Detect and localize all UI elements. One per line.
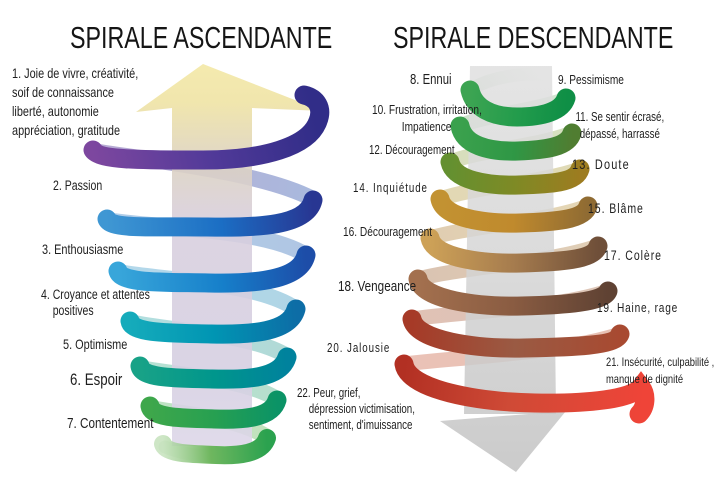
- label-doute: 13. Doute: [572, 156, 630, 172]
- label-inquietude: 14. Inquiétude: [353, 181, 428, 195]
- descending-spiral-front-coils: [394, 80, 655, 424]
- ascending-title: SPIRALE ASCENDANTE: [70, 20, 333, 55]
- label-insecurite: 21. Insécurité, culpabilité , manque de …: [606, 355, 715, 386]
- label-espoir: 6. Espoir: [70, 370, 123, 389]
- label-peur-grief: 22. Peur, grief, dépression victimisatio…: [297, 386, 415, 432]
- label-contentement: 7. Contentement: [67, 415, 154, 432]
- label-blame: 15. Blâme: [588, 201, 644, 216]
- label-colere: 17. Colère: [604, 248, 662, 263]
- label-frustration: 10. Frustration, irritation, Impatience: [372, 102, 482, 134]
- label-pessimisme: 9. Pessimisme: [558, 72, 624, 87]
- label-decouragement-16: 16. Découragement: [343, 224, 433, 239]
- label-haine-rage: 19. Haine, rage: [597, 300, 679, 315]
- label-jalousie: 20. Jalousie: [327, 341, 391, 355]
- label-decouragement-12: 12. Découragement: [369, 143, 455, 157]
- label-enthousiasme: 3. Enthousiasme: [42, 241, 124, 257]
- label-vengeance: 18. Vengeance: [338, 278, 417, 295]
- label-passion: 2. Passion: [53, 178, 103, 193]
- ascending-spiral-front-coils: [83, 85, 330, 465]
- descending-title: SPIRALE DESCENDANTE: [393, 20, 674, 55]
- label-joie-de-vivre: 1. Joie de vivre, créativité, soif de co…: [12, 65, 139, 138]
- label-se-sentir-ecrase: 11. Se sentir écrasé, dépassé, harrassé: [575, 110, 665, 141]
- label-croyance: 4. Croyance et attentes positives: [41, 287, 150, 318]
- label-optimisme: 5. Optimisme: [63, 336, 128, 352]
- label-ennui: 8. Ennui: [410, 72, 452, 88]
